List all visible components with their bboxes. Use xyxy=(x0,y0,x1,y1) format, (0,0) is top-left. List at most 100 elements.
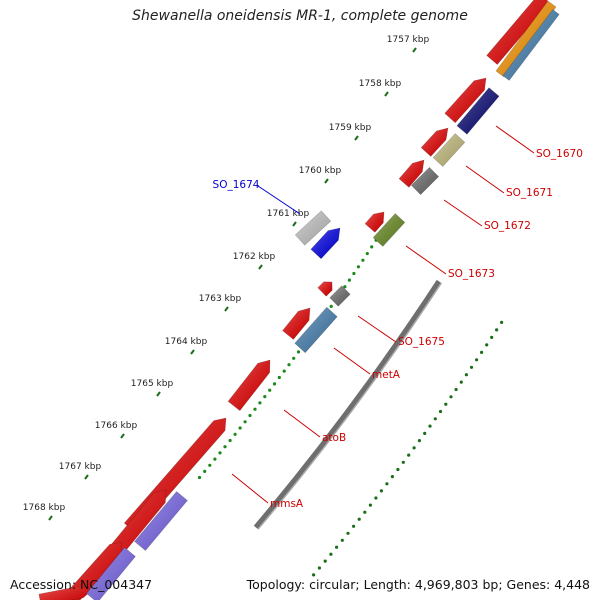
dot xyxy=(459,380,463,384)
gene-feature[interactable] xyxy=(372,213,406,247)
gene-feature[interactable] xyxy=(444,77,487,124)
dot xyxy=(363,510,367,514)
gene-label[interactable]: SO_1674 xyxy=(213,179,301,215)
label-leader-line xyxy=(495,125,535,154)
gene-feature[interactable] xyxy=(456,87,500,135)
gene-feature[interactable] xyxy=(317,281,333,297)
scale-tick-label: 1759 kbp xyxy=(329,123,372,133)
gene-feature[interactable] xyxy=(432,133,466,167)
dot xyxy=(379,489,383,493)
gene-feature[interactable] xyxy=(294,210,332,246)
dot xyxy=(480,350,484,354)
gene-label[interactable]: SO_1670 xyxy=(495,125,583,160)
dot xyxy=(343,285,347,289)
dot xyxy=(385,482,389,486)
dot xyxy=(500,320,504,324)
gene-label-text[interactable]: SO_1671 xyxy=(506,187,553,199)
dot xyxy=(243,420,247,424)
gene-feature[interactable] xyxy=(38,585,93,600)
scale-tick-label: 1760 kbp xyxy=(299,166,342,176)
gene-feature[interactable] xyxy=(227,359,271,412)
dot xyxy=(356,265,360,269)
gene-feature[interactable] xyxy=(398,159,425,188)
dot xyxy=(390,475,394,479)
gene-label-text[interactable]: atoB xyxy=(322,432,346,444)
dot xyxy=(253,407,257,411)
gene-label[interactable]: SO_1675 xyxy=(357,315,445,348)
dot xyxy=(218,451,222,455)
dot xyxy=(277,375,281,380)
dot xyxy=(340,538,344,542)
outer-dot-ring xyxy=(197,238,378,480)
gene-feature[interactable] xyxy=(86,547,136,600)
gene-label[interactable]: atoB xyxy=(283,409,346,444)
dot xyxy=(469,365,474,369)
dot xyxy=(233,432,237,436)
inner-dot-ring xyxy=(312,320,504,577)
dot xyxy=(490,335,494,339)
dot xyxy=(287,363,291,367)
accession-text: Accession: NC_004347 xyxy=(10,577,153,592)
scale-tick-mark xyxy=(224,306,229,312)
gene-feature[interactable] xyxy=(420,127,449,157)
dot xyxy=(296,350,301,354)
gene-feature[interactable] xyxy=(282,307,311,340)
gene-label[interactable]: metA xyxy=(333,347,401,381)
gene-label[interactable]: SO_1671 xyxy=(465,165,553,199)
gene-label-text[interactable]: mmsA xyxy=(270,498,304,510)
scale-tick-mark xyxy=(292,221,297,227)
label-leader-line xyxy=(283,409,321,438)
scale-tick-mark xyxy=(354,135,359,141)
dot xyxy=(454,387,458,392)
gene-feature[interactable] xyxy=(329,285,351,307)
gene-feature[interactable] xyxy=(364,211,385,233)
label-leader-line xyxy=(257,185,301,215)
scale-tick-mark xyxy=(258,264,263,270)
dot xyxy=(365,252,369,256)
dot xyxy=(352,271,356,276)
dot xyxy=(485,343,489,347)
dot xyxy=(282,369,286,373)
gene-label-text[interactable]: SO_1670 xyxy=(536,148,583,160)
dot xyxy=(263,395,267,399)
gene-feature[interactable] xyxy=(502,9,560,81)
dot xyxy=(352,524,356,528)
scale-tick-label: 1758 kbp xyxy=(359,79,402,89)
scale-tick-mark xyxy=(156,391,161,397)
gene-label-text[interactable]: metA xyxy=(372,369,401,381)
gene-feature[interactable] xyxy=(410,166,440,196)
gene-label-text[interactable]: SO_1675 xyxy=(398,336,445,348)
scale-tick-mark xyxy=(84,474,89,480)
gene-features xyxy=(38,0,560,600)
dot xyxy=(268,388,272,392)
dot xyxy=(335,545,339,549)
dot xyxy=(361,258,365,262)
dot xyxy=(412,446,416,450)
gene-label[interactable]: mmsA xyxy=(231,473,304,510)
gene-label-text[interactable]: SO_1674 xyxy=(213,179,260,191)
scale-tick-label: 1762 kbp xyxy=(233,252,276,262)
gene-feature[interactable] xyxy=(134,491,188,551)
dot xyxy=(323,559,327,563)
backbone-highlight xyxy=(257,282,442,530)
dot xyxy=(213,457,217,461)
label-leader-line xyxy=(405,245,447,275)
gene-label-text[interactable]: SO_1673 xyxy=(448,268,495,280)
dot xyxy=(292,356,296,360)
scale-ticks: 1757 kbp 1758 kbp 1759 kbp 1760 kbp 1761 kbp… xyxy=(23,35,429,521)
backbone-arc xyxy=(253,279,441,529)
label-leader-line xyxy=(465,165,505,194)
gene-labels: SO_1674 SO_1670 SO_1671 SO_1672 SO_1673 SO_16… xyxy=(213,125,583,510)
gene-feature[interactable] xyxy=(294,306,338,354)
gene-label[interactable]: SO_1672 xyxy=(443,199,531,232)
dot xyxy=(203,469,207,473)
label-leader-line xyxy=(357,315,397,343)
gene-feature[interactable] xyxy=(310,227,341,260)
dot xyxy=(329,552,333,556)
gene-label-text[interactable]: SO_1672 xyxy=(484,220,531,232)
genome-title: Shewanella oneidensis MR-1, complete gen… xyxy=(132,8,468,24)
scale-tick-mark xyxy=(48,515,53,521)
gene-label[interactable]: SO_1673 xyxy=(405,245,495,280)
dot xyxy=(258,401,262,405)
